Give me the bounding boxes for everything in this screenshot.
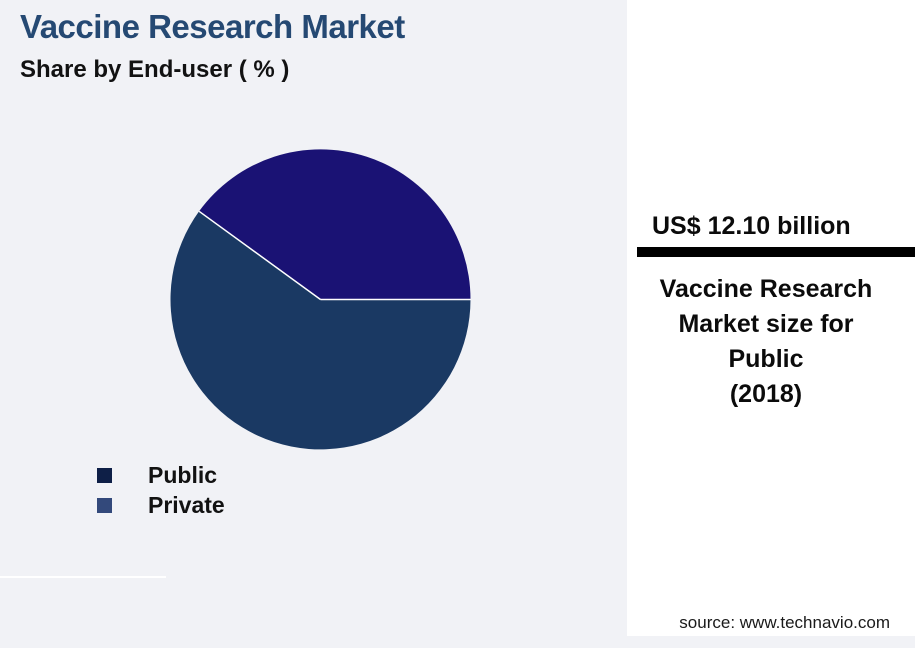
pie-slice-separator: [198, 210, 321, 301]
pie-chart-svg: [170, 149, 471, 450]
market-size-caption: Vaccine Research Market size for Public …: [627, 272, 905, 412]
caption-line: Vaccine Research: [659, 275, 873, 303]
pie-slice-public: [170, 211, 471, 450]
page-subtitle: Share by End-user ( % ): [20, 56, 290, 83]
highlight-panel: US$ 12.10 billion Vaccine Research Marke…: [627, 0, 915, 636]
legend-item-public: Public: [97, 460, 225, 490]
caption-line: (2018): [729, 380, 803, 408]
source-attribution: source: www.technavio.com: [679, 613, 890, 632]
pie-slice-private: [199, 149, 471, 300]
panel-divider-bar: [637, 247, 915, 257]
chart-legend: Public Private: [97, 460, 225, 520]
legend-label: Private: [148, 491, 225, 518]
legend-swatch: [97, 467, 112, 483]
legend-swatch: [97, 497, 112, 513]
caption-line: Public: [728, 345, 804, 373]
divider-line: [0, 576, 166, 578]
legend-item-private: Private: [97, 490, 225, 520]
pie-chart: [150, 129, 491, 470]
page-title: Vaccine Research Market: [20, 8, 405, 45]
legend-label: Public: [148, 461, 218, 488]
caption-line: Market size for: [678, 310, 854, 338]
market-size-value: US$ 12.10 billion: [652, 212, 851, 240]
